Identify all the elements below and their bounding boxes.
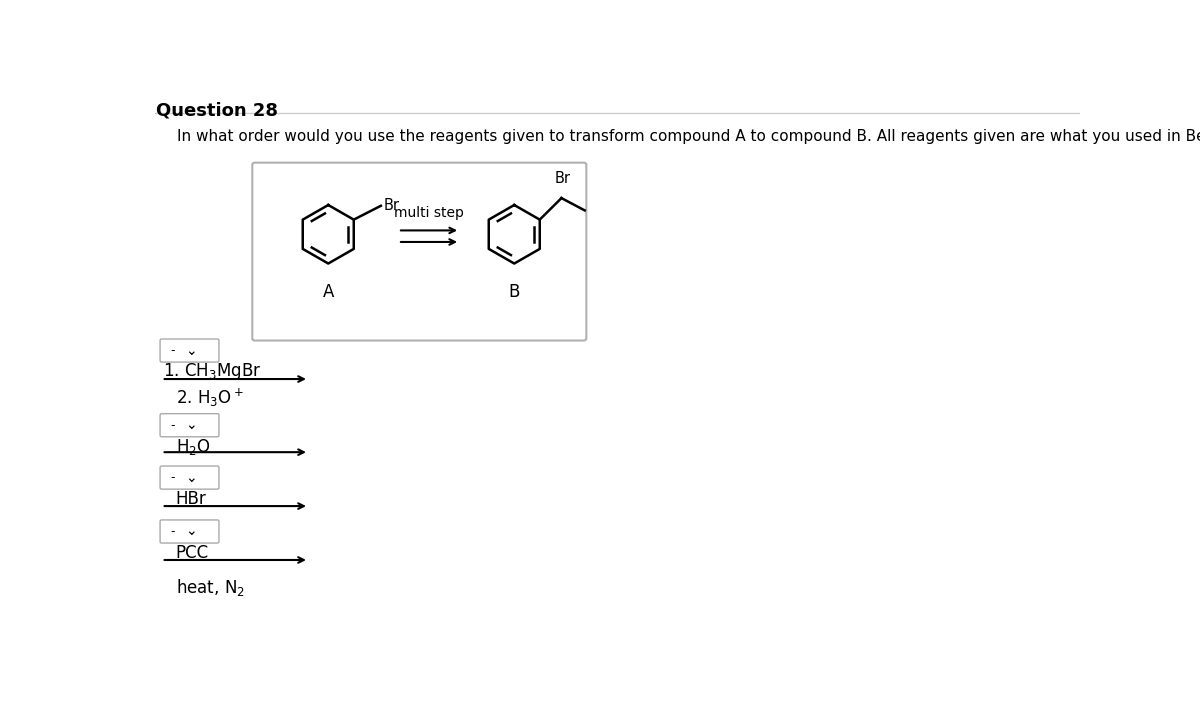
Text: ⌄: ⌄ [185,524,197,538]
FancyBboxPatch shape [160,414,218,437]
Text: -: - [170,471,175,484]
Text: HBr: HBr [175,490,206,508]
Text: 1. CH$_3$MgBr: 1. CH$_3$MgBr [163,361,262,382]
Text: In what order would you use the reagents given to transform compound A to compou: In what order would you use the reagents… [178,129,1200,144]
FancyBboxPatch shape [252,163,587,341]
Text: ⌄: ⌄ [185,470,197,484]
Text: Br: Br [556,171,571,186]
Text: A: A [323,283,334,301]
Text: ⌄: ⌄ [185,343,197,358]
Text: heat, N$_2$: heat, N$_2$ [175,577,245,598]
Text: -: - [170,344,175,357]
Text: Br: Br [384,198,400,213]
Text: ⌄: ⌄ [185,418,197,433]
FancyBboxPatch shape [160,466,218,489]
FancyBboxPatch shape [160,520,218,543]
FancyBboxPatch shape [160,339,218,362]
Text: multi step: multi step [394,205,464,219]
Text: 2. H$_3$O$^+$: 2. H$_3$O$^+$ [175,387,244,409]
Text: -: - [170,525,175,538]
Text: B: B [509,283,520,301]
Text: PCC: PCC [175,544,209,562]
Text: -: - [170,418,175,432]
Text: Question 28: Question 28 [156,101,278,119]
Text: H$_2$O: H$_2$O [175,437,210,457]
